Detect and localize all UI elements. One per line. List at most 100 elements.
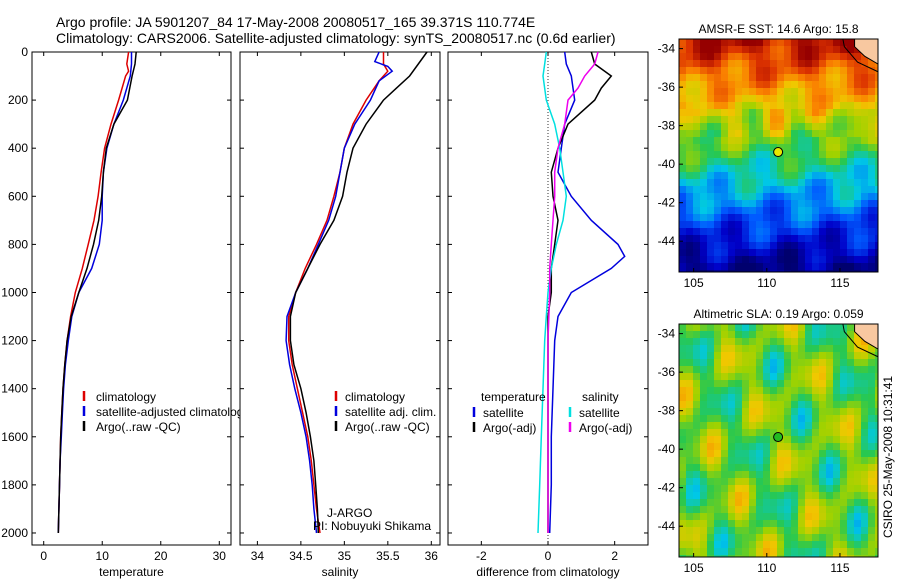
map-cell xyxy=(700,338,708,346)
map-cell xyxy=(714,137,722,145)
map-cell xyxy=(819,193,827,201)
map-cell xyxy=(861,394,869,402)
map-cell xyxy=(707,548,715,556)
map-cell xyxy=(679,422,687,430)
map-cell xyxy=(714,53,722,61)
map-cell xyxy=(875,506,879,514)
map-cell xyxy=(819,373,827,381)
map-cell xyxy=(847,270,855,273)
map-cell xyxy=(875,429,879,437)
map-cell xyxy=(833,380,841,388)
map-cell xyxy=(679,151,687,159)
map-cell xyxy=(728,380,736,388)
map-cell xyxy=(784,359,792,367)
map-cell xyxy=(819,541,827,549)
map-cell xyxy=(742,158,750,166)
map-cell xyxy=(812,130,820,138)
map-cell xyxy=(735,235,743,243)
map-cell xyxy=(756,214,764,222)
map-cell xyxy=(735,137,743,145)
map-cell xyxy=(784,485,792,493)
map-cell xyxy=(721,179,729,187)
map-cell xyxy=(805,67,813,75)
map-cell xyxy=(742,520,750,528)
map-cell xyxy=(728,88,736,96)
map-cell xyxy=(805,408,813,416)
map-cell xyxy=(784,263,792,271)
map-cell xyxy=(875,186,879,194)
map-cell xyxy=(805,200,813,208)
map-cell xyxy=(679,116,687,124)
map-cell xyxy=(693,165,701,173)
map-cell xyxy=(798,324,806,332)
map-cell xyxy=(749,555,757,558)
map-cell xyxy=(784,331,792,339)
map-cell xyxy=(714,67,722,75)
map-cell xyxy=(805,513,813,521)
map-cell xyxy=(728,457,736,465)
map-cell xyxy=(679,67,687,75)
map-cell xyxy=(826,345,834,353)
map-cell xyxy=(728,520,736,528)
map-cell xyxy=(742,331,750,339)
map-cell xyxy=(749,359,757,367)
map-cell xyxy=(833,394,841,402)
y-tick-label: 1800 xyxy=(1,478,28,492)
map-cell xyxy=(854,172,862,180)
map-cell xyxy=(686,450,694,458)
map-cell xyxy=(763,46,771,54)
map-cell xyxy=(707,88,715,96)
map-cell xyxy=(770,373,778,381)
map-cell xyxy=(819,235,827,243)
map-cell xyxy=(805,214,813,222)
map-cell xyxy=(693,401,701,409)
map-cell xyxy=(749,207,757,215)
map-cell xyxy=(854,95,862,103)
map-cell xyxy=(735,228,743,236)
map-cell xyxy=(826,429,834,437)
map-cell xyxy=(735,242,743,250)
map-cell xyxy=(735,60,743,68)
map-cell xyxy=(791,401,799,409)
map-cell xyxy=(875,457,879,465)
map-cell xyxy=(700,401,708,409)
legend-group-title: temperature xyxy=(481,390,546,404)
map-cell xyxy=(735,53,743,61)
map-cell xyxy=(875,235,879,243)
map-cell xyxy=(798,429,806,437)
map-cell xyxy=(861,387,869,395)
map-cell xyxy=(763,256,771,264)
map-cell xyxy=(868,471,876,479)
map-cell xyxy=(812,53,820,61)
map-cell xyxy=(840,422,848,430)
map-cell xyxy=(763,443,771,451)
map-cell xyxy=(791,548,799,556)
map-cell xyxy=(700,193,708,201)
map-cell xyxy=(805,60,813,68)
map-cell xyxy=(854,151,862,159)
map-cell xyxy=(693,485,701,493)
map-cell xyxy=(679,207,687,215)
map-cell xyxy=(868,464,876,472)
map-cell xyxy=(735,179,743,187)
map-cell xyxy=(812,499,820,507)
map-cell xyxy=(721,207,729,215)
map-cell xyxy=(749,380,757,388)
map-cell xyxy=(742,443,750,451)
map-cell xyxy=(735,401,743,409)
map-cell xyxy=(868,158,876,166)
map-cell xyxy=(763,158,771,166)
map-cell xyxy=(770,109,778,117)
map-cell xyxy=(763,506,771,514)
map-cell xyxy=(868,450,876,458)
map-cell xyxy=(777,541,785,549)
map-cell xyxy=(833,527,841,535)
map-cell xyxy=(721,366,729,374)
map-cell xyxy=(826,179,834,187)
map-cell xyxy=(763,172,771,180)
map-cell xyxy=(798,366,806,374)
x-tick-label: 34.5 xyxy=(289,549,313,563)
map-cell xyxy=(875,221,879,229)
map-cell xyxy=(812,527,820,535)
map-cell xyxy=(805,464,813,472)
